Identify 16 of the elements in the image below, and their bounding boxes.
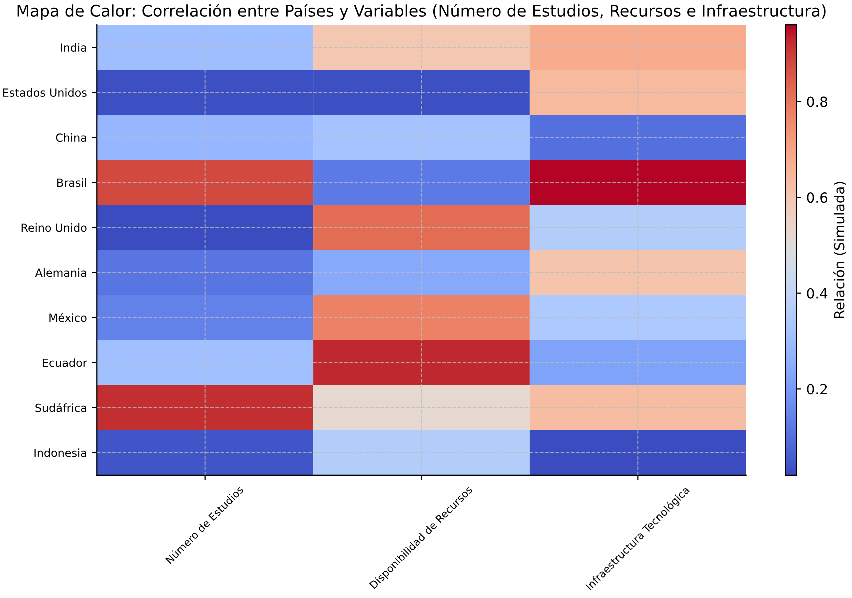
color-bar-label: 0.6 xyxy=(807,192,828,204)
y-tick-label: Reino Unido xyxy=(22,224,87,232)
y-tick-label: Ecuador xyxy=(43,358,88,368)
color-bar-label: 0.8 xyxy=(807,96,828,108)
chart-title: Mapa de Calor: Correlación entre Países y Variables (Número de Estudios, Recursos e Infraestructura) xyxy=(18,4,826,20)
y-tick-label: Sudáfrica xyxy=(36,403,86,412)
y-tick-label: Brasil xyxy=(58,178,86,188)
y-tick-label: México xyxy=(50,313,87,322)
y-tick-label: India xyxy=(61,43,86,52)
color-bar-title: Relación (Simulada) xyxy=(833,182,846,318)
color-bar-label: 0.4 xyxy=(807,288,828,299)
y-tick-label: Alemania xyxy=(35,268,86,278)
y-tick-label: Indonesia xyxy=(34,448,86,458)
y-tick-label: Estados Unidos xyxy=(3,88,87,98)
y-tick-label: China xyxy=(56,133,86,142)
color-bar-label: 0.2 xyxy=(807,384,828,395)
